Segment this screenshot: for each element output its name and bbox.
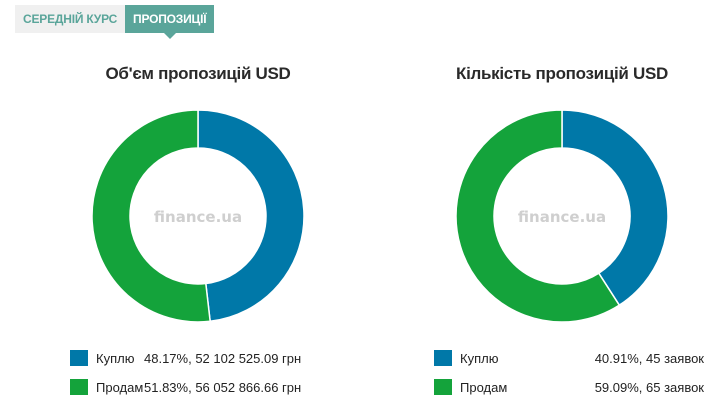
donut-chart: finance.ua — [455, 109, 669, 323]
slice-buy[interactable] — [197, 109, 305, 323]
legend-label: Продам — [96, 379, 144, 395]
legend-value: 59.09%, 65 заявок — [594, 379, 704, 395]
tab-bar: СЕРЕДНІЙ КУРС ПРОПОЗИЦІЇ — [15, 5, 215, 39]
legend-swatch-sell — [70, 379, 88, 395]
watermark-logo: finance.ua — [518, 208, 606, 226]
legend-item-buy: Куплю 40.91%, 45 заявок — [434, 350, 720, 366]
chart-title: Кількість пропозицій USD — [456, 64, 668, 83]
slice-buy[interactable] — [561, 109, 669, 307]
chart-legend: Куплю 40.91%, 45 заявок Продам 59.09%, 6… — [434, 350, 720, 405]
tab-offers[interactable]: ПРОПОЗИЦІЇ — [125, 5, 215, 39]
legend-value: 48.17%, 52 102 525.09 грн — [144, 350, 302, 366]
legend-item-sell: Продам 59.09%, 65 заявок — [434, 379, 720, 395]
legend-swatch-sell — [434, 379, 452, 395]
slice-sell[interactable] — [91, 109, 211, 323]
chart-title: Об'єм пропозицій USD — [105, 64, 291, 83]
volume-chart: Об'єм пропозицій USD finance.ua Куплю 48… — [48, 58, 348, 398]
legend-label: Куплю — [460, 350, 499, 366]
legend-label: Куплю — [96, 350, 135, 366]
chart-legend: Куплю 48.17%, 52 102 525.09 грн Продам 5… — [70, 350, 360, 405]
legend-label: Продам — [460, 379, 508, 395]
tab-average-rate[interactable]: СЕРЕДНІЙ КУРС — [15, 5, 126, 33]
legend-value: 40.91%, 45 заявок — [594, 350, 704, 366]
count-chart: Кількість пропозицій USD finance.ua Купл… — [412, 58, 712, 398]
legend-swatch-buy — [70, 350, 88, 366]
slice-sell[interactable] — [455, 109, 621, 323]
donut-chart: finance.ua — [91, 109, 305, 323]
legend-swatch-buy — [434, 350, 452, 366]
legend-value: 51.83%, 56 052 866.66 грн — [144, 379, 302, 395]
legend-item-sell: Продам 51.83%, 56 052 866.66 грн — [70, 379, 360, 395]
watermark-logo: finance.ua — [154, 208, 242, 226]
legend-item-buy: Куплю 48.17%, 52 102 525.09 грн — [70, 350, 360, 366]
